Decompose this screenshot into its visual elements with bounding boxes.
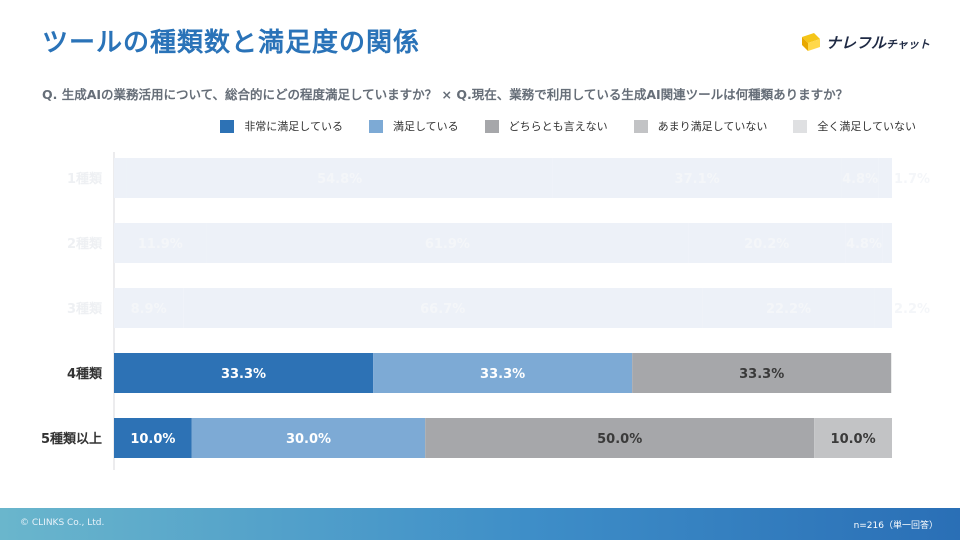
- bar-segment: [114, 223, 207, 263]
- data-label: 20.2%: [744, 237, 789, 252]
- legend-label: どちらとも言えない: [508, 120, 608, 133]
- brand-name: ナレフルチャット: [826, 33, 930, 52]
- bar-segment: [552, 158, 842, 198]
- data-label: 8.9%: [131, 302, 167, 317]
- data-label: 33.3%: [221, 367, 266, 382]
- data-label: 10.0%: [831, 432, 876, 447]
- bar-segment: [183, 288, 703, 328]
- legend-swatch: [793, 119, 808, 133]
- data-label: 30.0%: [286, 432, 331, 447]
- bar-segment: [425, 418, 815, 458]
- bar-segment: [702, 288, 875, 328]
- data-label: 2.2%: [894, 302, 930, 317]
- category-label: 3種類: [67, 301, 103, 317]
- legend-label: 全く満足していない: [817, 120, 916, 133]
- data-label: 54.8%: [317, 172, 362, 187]
- bar-segment: [114, 353, 374, 393]
- bar-segment: [114, 288, 184, 328]
- data-label: 33.3%: [739, 367, 784, 382]
- bar-segment: [114, 418, 192, 458]
- bar-segment: [841, 158, 879, 198]
- bar-segment: [126, 158, 553, 198]
- footer-bar: © CLINKS Co., Ltd. n=216（単一回答）: [0, 508, 960, 540]
- sample-size-note: n=216（単一回答）: [853, 521, 938, 531]
- legend-swatch: [220, 119, 235, 133]
- data-label: 37.1%: [675, 172, 720, 187]
- chart-legend: 非常に満足している 満足している どちらとも言えない あまり満足していない 全く満足して…: [220, 118, 916, 134]
- data-label: 66.7%: [420, 302, 465, 317]
- data-label: 61.9%: [425, 237, 470, 252]
- legend-label: あまり満足していない: [657, 120, 768, 133]
- legend-swatch: [484, 119, 499, 133]
- data-label: 22.2%: [766, 302, 811, 317]
- brand-logo: ナレフルチャット: [800, 30, 930, 54]
- data-label: 4.8%: [842, 172, 878, 187]
- data-label: 4.8%: [846, 237, 882, 252]
- bar-segment: [882, 223, 892, 263]
- bar-segment: [114, 158, 127, 198]
- category-label: 4種類: [67, 366, 103, 382]
- category-label: 2種類: [67, 236, 103, 252]
- legend-label: 満足している: [392, 120, 459, 133]
- bar-segment: [845, 223, 883, 263]
- bar-segment: [206, 223, 689, 263]
- legend-item: 非常に満足している: [220, 118, 343, 134]
- data-label: 11.9%: [138, 237, 183, 252]
- legend-swatch: [368, 119, 383, 133]
- data-label: 50.0%: [597, 432, 642, 447]
- category-label: 5種類以上: [41, 431, 102, 447]
- category-label: 1種類: [67, 171, 103, 187]
- copyright-text: © CLINKS Co., Ltd.: [20, 518, 105, 528]
- bar-segment: [373, 353, 633, 393]
- legend-label: 非常に満足している: [244, 120, 343, 133]
- bar-segment: [632, 353, 892, 393]
- data-label: 10.0%: [130, 432, 175, 447]
- logo-icon: [802, 33, 820, 51]
- legend-swatch: [633, 119, 648, 133]
- bar-segment: [191, 418, 426, 458]
- data-label: 1.7%: [894, 172, 930, 187]
- legend-item: あまり満足していない: [633, 118, 768, 134]
- bar-segment: [688, 223, 846, 263]
- survey-question: Q. 生成AIの業務活用について、総合的にどの程度満足していますか？ × Q.現…: [42, 87, 849, 102]
- page-title: ツールの種類数と満足度の関係: [42, 28, 421, 58]
- data-label: 33.3%: [480, 367, 525, 382]
- legend-item: どちらとも言えない: [484, 118, 608, 134]
- bar-segment: [814, 418, 892, 458]
- legend-item: 全く満足していない: [793, 118, 916, 134]
- bar-segment: [874, 288, 892, 328]
- bar-segment: [878, 158, 892, 198]
- legend-item: 満足している: [368, 118, 459, 134]
